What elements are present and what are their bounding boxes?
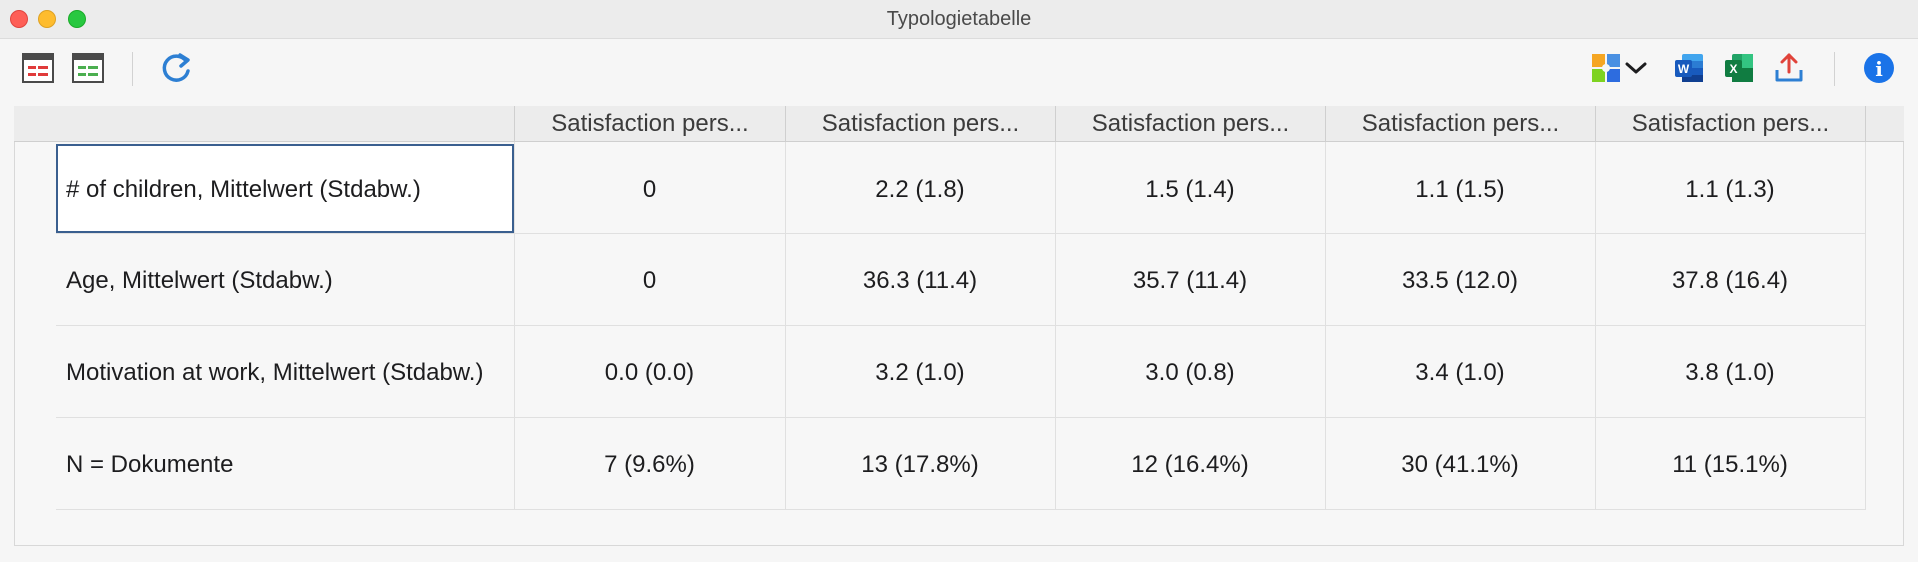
table-cell[interactable]: 2.2 (1.8) bbox=[875, 176, 965, 203]
column-header[interactable]: Satisfaction pers... bbox=[785, 106, 1055, 142]
minimize-window-button[interactable] bbox=[38, 10, 56, 28]
table-cell[interactable]: 7 (9.6%) bbox=[604, 451, 695, 478]
table-cell[interactable]: 3.4 (1.0) bbox=[1415, 359, 1505, 386]
grid-line bbox=[1595, 142, 1596, 510]
grid-line bbox=[1055, 142, 1056, 510]
table-cell[interactable]: 1.1 (1.3) bbox=[1685, 176, 1775, 203]
table-cell[interactable]: 12 (16.4%) bbox=[1131, 451, 1249, 478]
table-cell[interactable]: 3.8 (1.0) bbox=[1685, 359, 1775, 386]
table-cell[interactable]: 3.0 (0.8) bbox=[1145, 359, 1235, 386]
row-divider bbox=[56, 417, 1865, 418]
word-export-icon[interactable]: W bbox=[1672, 50, 1706, 86]
table-cell[interactable]: 11 (15.1%) bbox=[1672, 451, 1788, 478]
selected-cell-outline bbox=[56, 144, 514, 233]
zoom-window-button[interactable] bbox=[68, 10, 86, 28]
column-header[interactable]: Satisfaction pers... bbox=[1325, 106, 1595, 142]
color-puzzle-icon[interactable] bbox=[1590, 50, 1622, 86]
grid-line bbox=[1865, 142, 1866, 510]
table-cell[interactable]: 13 (17.8%) bbox=[861, 451, 979, 478]
column-header[interactable]: Satisfaction pers... bbox=[514, 106, 785, 142]
window-title: Typologietabelle bbox=[886, 8, 1032, 30]
share-export-icon[interactable] bbox=[1772, 50, 1806, 86]
table-cell[interactable]: 1.5 (1.4) bbox=[1145, 176, 1235, 203]
column-header[interactable]: Satisfaction pers... bbox=[1595, 106, 1866, 142]
row-divider bbox=[56, 325, 1865, 326]
row-label[interactable]: N = Dokumente bbox=[66, 451, 234, 478]
grid-line bbox=[785, 142, 786, 510]
row-label[interactable]: Motivation at work, Mittelwert (Stdabw.) bbox=[66, 359, 484, 386]
toolbar-separator bbox=[1834, 52, 1835, 86]
grid-line bbox=[1325, 142, 1326, 510]
table-cell[interactable]: 33.5 (12.0) bbox=[1401, 267, 1519, 294]
row-label[interactable]: Age, Mittelwert (Stdabw.) bbox=[66, 267, 333, 294]
toolbar: W X i bbox=[0, 39, 1918, 99]
table-cell[interactable]: 36.3 (11.4) bbox=[862, 267, 978, 294]
table-view-green-icon[interactable] bbox=[70, 50, 106, 86]
row-label[interactable]: # of children, Mittelwert (Stdabw.) bbox=[66, 176, 421, 203]
column-header[interactable]: Satisfaction pers... bbox=[1055, 106, 1325, 142]
close-window-button[interactable] bbox=[10, 10, 28, 28]
table-cell[interactable]: 35.7 (11.4) bbox=[1132, 267, 1248, 294]
svg-text:X: X bbox=[1729, 62, 1737, 76]
table-cell[interactable]: 30 (41.1%) bbox=[1401, 451, 1519, 478]
chevron-down-icon[interactable] bbox=[1624, 50, 1648, 86]
toolbar-separator bbox=[132, 52, 133, 86]
table-cell[interactable]: 0.0 (0.0) bbox=[604, 359, 695, 386]
svg-text:i: i bbox=[1875, 57, 1883, 81]
table-cell[interactable]: 0 bbox=[642, 267, 657, 294]
grid-line bbox=[514, 142, 515, 510]
excel-export-icon[interactable]: X bbox=[1722, 50, 1756, 86]
info-icon[interactable]: i bbox=[1862, 50, 1896, 86]
title-bar: Typologietabelle bbox=[0, 0, 1918, 39]
table-cell[interactable]: 37.8 (16.4) bbox=[1671, 267, 1789, 294]
svg-text:W: W bbox=[1678, 62, 1690, 76]
table-view-red-icon[interactable] bbox=[20, 50, 56, 86]
row-divider bbox=[56, 509, 1865, 510]
table-header-row bbox=[14, 106, 1904, 142]
table-cell[interactable]: 0 bbox=[642, 176, 657, 203]
table-cell[interactable]: 3.2 (1.0) bbox=[875, 359, 965, 386]
row-divider bbox=[56, 233, 1865, 234]
table-cell[interactable]: 1.1 (1.5) bbox=[1415, 176, 1505, 203]
refresh-icon[interactable] bbox=[156, 50, 196, 86]
